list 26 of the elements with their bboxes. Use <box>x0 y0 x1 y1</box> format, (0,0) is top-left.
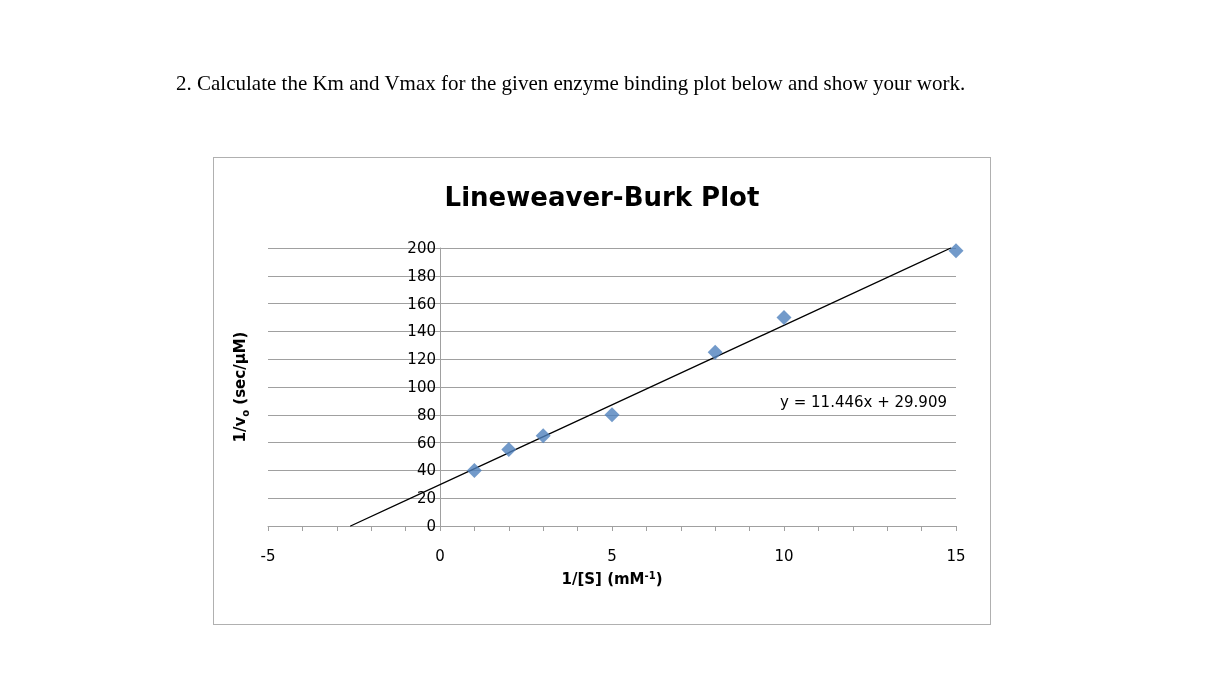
y-tick-label: 0 <box>426 517 436 535</box>
point <box>501 442 517 458</box>
annotation: y = 11.446x + 29.909 <box>780 392 947 411</box>
point <box>466 462 482 478</box>
y-tick-label: 60 <box>416 433 436 452</box>
x-tick-label: 5 <box>607 546 617 565</box>
point <box>948 243 964 259</box>
y-tick-label: 80 <box>416 405 436 424</box>
text: 2. Calculate the Km and Vmax for the given enzyme binding plot below and show your work. <box>176 70 967 97</box>
x-tick-label: 15 <box>946 546 966 565</box>
y-tick-label: 40 <box>416 461 436 480</box>
y-tick-label: 180 <box>407 266 436 285</box>
x-tick-label: -5 <box>260 546 276 565</box>
y-tick-label: 160 <box>407 294 436 313</box>
y-tick-label: 120 <box>407 350 436 369</box>
point <box>535 428 551 444</box>
point <box>707 344 723 360</box>
y-tick-label: 200 <box>407 239 436 257</box>
y-tick-label: 100 <box>407 378 436 396</box>
y-tick-label: 140 <box>407 322 436 341</box>
point <box>604 407 620 423</box>
point <box>776 310 792 325</box>
x-tick-label: 10 <box>774 546 794 565</box>
y-tick-label: 20 <box>416 489 436 508</box>
chart-title: Lineweaver-Burk Plot <box>444 182 760 212</box>
y-axis-title: 1/vo (sec/µM) <box>231 331 251 443</box>
